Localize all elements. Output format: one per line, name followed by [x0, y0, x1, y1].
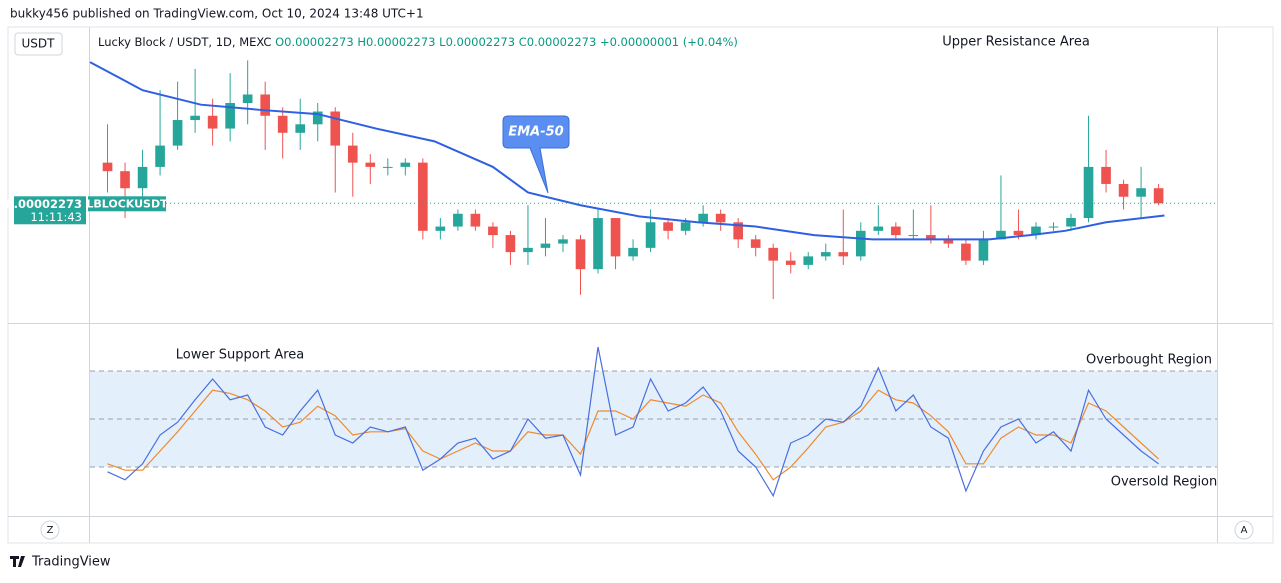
brand: TradingView	[31, 555, 111, 570]
open: O0.00002273	[275, 35, 354, 49]
button[interactable]	[40, 520, 60, 540]
callout-label: EMA-50	[508, 125, 563, 140]
currency[interactable]: USDT	[22, 37, 56, 51]
annotation: Overbought Region	[1086, 353, 1212, 368]
candle-body	[1118, 183, 1129, 197]
high: H0.00002273	[357, 35, 435, 49]
candle-body	[523, 247, 533, 253]
rsi-line	[107, 389, 1160, 481]
candle-body	[873, 226, 884, 231]
candle-body	[418, 162, 428, 231]
candle-body	[102, 162, 113, 172]
button[interactable]	[1234, 520, 1254, 540]
candle-body	[277, 115, 288, 133]
candle-body	[400, 162, 411, 167]
candle-body	[347, 145, 358, 163]
candle-body	[470, 213, 481, 227]
candle-body	[295, 124, 306, 133]
candle-body	[1066, 218, 1076, 227]
ema-callout: EMA-50	[502, 115, 570, 194]
candle-body	[820, 252, 831, 257]
byline: bukky456 published on TradingView.com, O…	[10, 7, 424, 21]
candle-body	[242, 94, 253, 103]
candle-body	[312, 111, 323, 125]
candle-body	[996, 230, 1006, 240]
candle-body	[680, 222, 691, 231]
candle-body	[768, 247, 779, 261]
candle-body	[961, 243, 971, 261]
candle-body	[593, 218, 603, 270]
candle-body	[733, 222, 743, 240]
candle-body	[645, 222, 656, 248]
candle-body	[1101, 166, 1111, 184]
candle-body	[978, 239, 989, 261]
logo	[10, 556, 25, 567]
candle-body	[505, 235, 516, 253]
candle-body	[750, 239, 761, 248]
candle-body	[698, 213, 708, 223]
candle-body	[908, 235, 919, 237]
candle-body	[453, 213, 463, 227]
marks	[89, 60, 1217, 498]
annotation: Upper Resistance Area	[942, 35, 1090, 50]
ema-line	[89, 61, 1165, 241]
candle-body	[803, 256, 814, 265]
candle-body	[1031, 226, 1041, 236]
rsi-line	[107, 346, 1159, 498]
candle-body	[137, 166, 148, 189]
annotation: Oversold Region	[1111, 475, 1218, 490]
candle-body	[663, 222, 673, 231]
change: +0.00000001 (+0.04%)	[600, 35, 738, 49]
countdown: 11:11:43	[30, 210, 82, 224]
candle-body	[926, 235, 936, 240]
candle-body	[891, 226, 901, 236]
button-label[interactable]: Z	[47, 525, 54, 536]
candle-body	[1013, 230, 1024, 236]
close: C0.00002273	[519, 35, 597, 49]
candle-body	[365, 162, 376, 167]
candle-body	[190, 115, 200, 121]
candle-body	[558, 239, 568, 244]
currency-box[interactable]	[14, 32, 63, 56]
candle-body	[225, 102, 235, 129]
candle-body	[628, 247, 638, 257]
candle-body	[855, 230, 866, 257]
candle-body	[330, 111, 341, 146]
candle-body	[1048, 226, 1059, 228]
candle-body	[1136, 188, 1146, 197]
button-label[interactable]: A	[1241, 525, 1248, 536]
low: L0.00002273	[439, 35, 515, 49]
rsi-background	[90, 370, 1217, 468]
candle-body	[120, 171, 130, 189]
candle-body	[488, 226, 498, 236]
candle-body	[540, 243, 551, 248]
symbol-tag	[88, 196, 166, 212]
symbol-title: Lucky Block / USDT, 1D, MEXC	[98, 35, 271, 49]
frame	[7, 26, 1274, 544]
candle-body	[382, 166, 393, 168]
callout-shape	[502, 115, 570, 194]
candle-body	[838, 252, 849, 257]
candle-body	[1083, 166, 1094, 219]
candle-body	[785, 260, 796, 265]
candle-body	[943, 239, 954, 244]
candle-body	[610, 218, 621, 257]
annotation: Lower Support Area	[176, 348, 305, 363]
price-tag-label: 0.00002273	[6, 197, 82, 211]
legend: Lucky Block / USDT, 1D, MEXC O0.00002273…	[98, 35, 738, 49]
candle-body	[155, 145, 165, 167]
candle-body	[172, 120, 183, 146]
candle-body	[715, 213, 726, 223]
price-tag	[14, 196, 86, 225]
candle-body	[260, 94, 270, 116]
candle-body	[435, 226, 446, 231]
candle-body	[1153, 188, 1164, 204]
candle-body	[575, 239, 586, 270]
symbol-tag-label: LBLOCKUSDT	[86, 197, 168, 210]
candle-body	[207, 115, 218, 129]
